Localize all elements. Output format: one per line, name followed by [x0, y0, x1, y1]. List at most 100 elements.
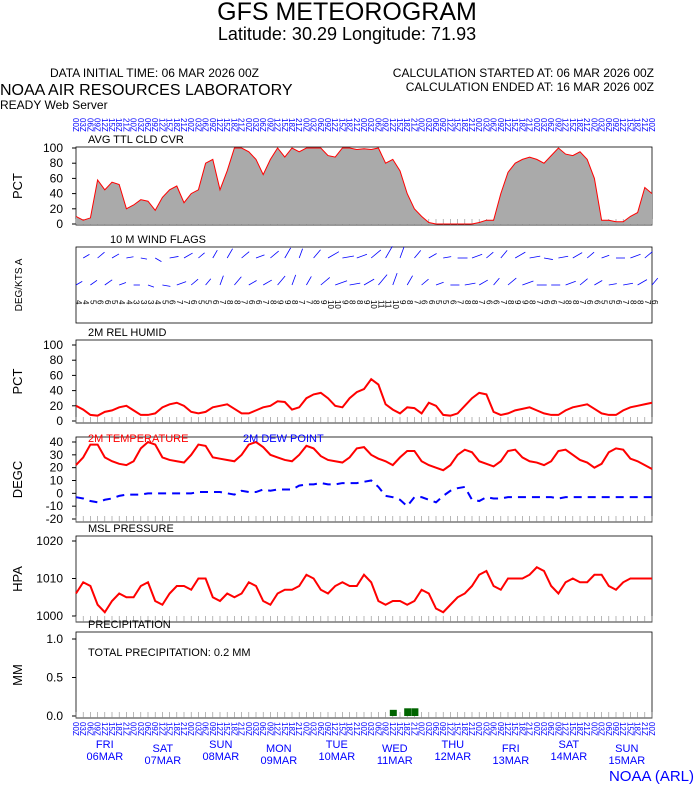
wind-barb [651, 277, 659, 286]
date-label: 08MAR [202, 751, 239, 763]
wind-speed-label: 5 [434, 300, 443, 305]
hour-label-top: 00Z [589, 118, 598, 132]
date-label: 07MAR [144, 755, 181, 767]
hour-label-top: 06Z [258, 118, 267, 132]
wind-speed-label: 5 [600, 300, 609, 305]
hour-label-top: 21Z [352, 118, 361, 132]
hour-label-bottom: 21Z [294, 722, 303, 736]
hour-label-top: 00Z [647, 118, 656, 132]
series-line [75, 566, 652, 614]
y-tick-label: 30 [50, 448, 64, 462]
total-precip: TOTAL PRECIPITATION: 0.2 MM [88, 647, 251, 659]
day-label: FRI [96, 739, 114, 751]
wind-speed-label: 11 [384, 300, 393, 309]
hour-label-top: 12Z [388, 118, 397, 132]
wind-barb [406, 275, 413, 286]
hour-label-bottom: 18Z [114, 722, 123, 736]
day-label: MON [266, 743, 292, 755]
wind-barb [212, 250, 218, 259]
wind-speed-label: 6 [448, 300, 457, 305]
date-label: 10MAR [318, 751, 355, 763]
hour-label-bottom: 06Z [85, 722, 94, 736]
y-tick-label: 1.0 [46, 632, 63, 646]
wind-barb [572, 252, 583, 259]
wind-speed-label: 8 [268, 300, 277, 305]
hour-label-bottom: 09Z [611, 722, 620, 736]
hour-label-bottom: 06Z [143, 722, 152, 736]
organization: NOAA AIR RESOURCES LABORATORY [0, 82, 293, 99]
wind-speed-label: 4 [81, 300, 90, 305]
hour-label-bottom: 15Z [453, 722, 462, 736]
wind-speed-label: 10 [369, 300, 378, 309]
precip-bar [411, 708, 419, 716]
hour-label-top: 00Z [71, 118, 80, 132]
wind-speed-label: 5 [196, 300, 205, 305]
hour-label-top: 09Z [496, 118, 505, 132]
wind-speed-label: 6 [585, 300, 594, 305]
hour-label-top: 06Z [85, 118, 94, 132]
hour-label-top: 15Z [107, 118, 116, 132]
hour-label-top: 21Z [582, 118, 591, 132]
wind-speed-label: 6 [427, 300, 436, 305]
panel-title: 10 M WIND FLAGS [110, 234, 206, 246]
hour-label-bottom: 06Z [258, 722, 267, 736]
dew-title: 2M DEW POINT [243, 433, 324, 445]
hour-label-top: 12Z [445, 118, 454, 132]
wind-speed-label: 9 [340, 300, 349, 305]
wind-speed-label: 9 [513, 300, 522, 305]
wind-barb [97, 251, 105, 259]
y-tick-label: -20 [46, 512, 64, 526]
hour-label-bottom: 12Z [618, 722, 627, 736]
hour-label-bottom: 12Z [561, 722, 570, 736]
y-axis-label: PCT [10, 368, 25, 394]
wind-speed-label: 8 [355, 300, 364, 305]
hour-label-bottom: 18Z [460, 722, 469, 736]
hour-label-top: 21Z [525, 118, 534, 132]
hour-label-top: 12Z [330, 118, 339, 132]
y-tick-label: 20 [50, 202, 64, 216]
wind-speed-label: 4 [117, 300, 126, 305]
wind-speed-label: 9 [319, 300, 328, 305]
wind-barb [342, 255, 354, 259]
wind-barb [356, 253, 368, 259]
wind-barb [630, 253, 641, 259]
wind-speed-label: 6 [189, 300, 198, 305]
wind-barb [385, 246, 393, 259]
panel-frame [75, 631, 653, 719]
hour-label-bottom: 15Z [510, 722, 519, 736]
wind-speed-label: 6 [492, 300, 501, 305]
wind-speed-label: 3 [146, 300, 155, 305]
hour-label-top: 12Z [561, 118, 570, 132]
wind-barb [284, 247, 291, 259]
hour-label-bottom: 15Z [337, 722, 346, 736]
hour-label-top: 09Z [265, 118, 274, 132]
wind-speed-label: 4 [74, 300, 83, 305]
wind-barb [507, 277, 517, 286]
hour-label-bottom: 03Z [539, 722, 548, 736]
hour-label-top: 15Z [568, 118, 577, 132]
wind-barb [277, 275, 286, 286]
hour-label-bottom: 15Z [625, 722, 634, 736]
wind-speed-label: 8 [571, 300, 580, 305]
wind-barb [169, 256, 179, 259]
wind-speed-label: 6 [103, 300, 112, 305]
y-tick-label: 40 [50, 187, 64, 201]
wind-barb [623, 282, 634, 286]
y-tick-label: 60 [50, 171, 64, 185]
hour-label-top: 21Z [467, 118, 476, 132]
hour-label-bottom: 12Z [445, 722, 454, 736]
wind-speed-label: 9 [398, 300, 407, 305]
hour-label-bottom: 00Z [417, 722, 426, 736]
hour-label-top: 21Z [409, 118, 418, 132]
hour-label-top: 03Z [251, 118, 260, 132]
wind-speed-label: 7 [240, 300, 249, 305]
y-tick-label: 0 [56, 217, 63, 231]
wind-speed-label: 8 [348, 300, 357, 305]
y-tick-label: 80 [50, 156, 64, 170]
panel-title: 2M TEMPERATURE [88, 433, 188, 445]
wind-speed-label: 8 [628, 300, 637, 305]
hour-label-top: 21Z [121, 118, 130, 132]
cloud-area [76, 148, 652, 224]
hour-label-top: 18Z [402, 118, 411, 132]
hour-label-bottom: 12Z [330, 722, 339, 736]
